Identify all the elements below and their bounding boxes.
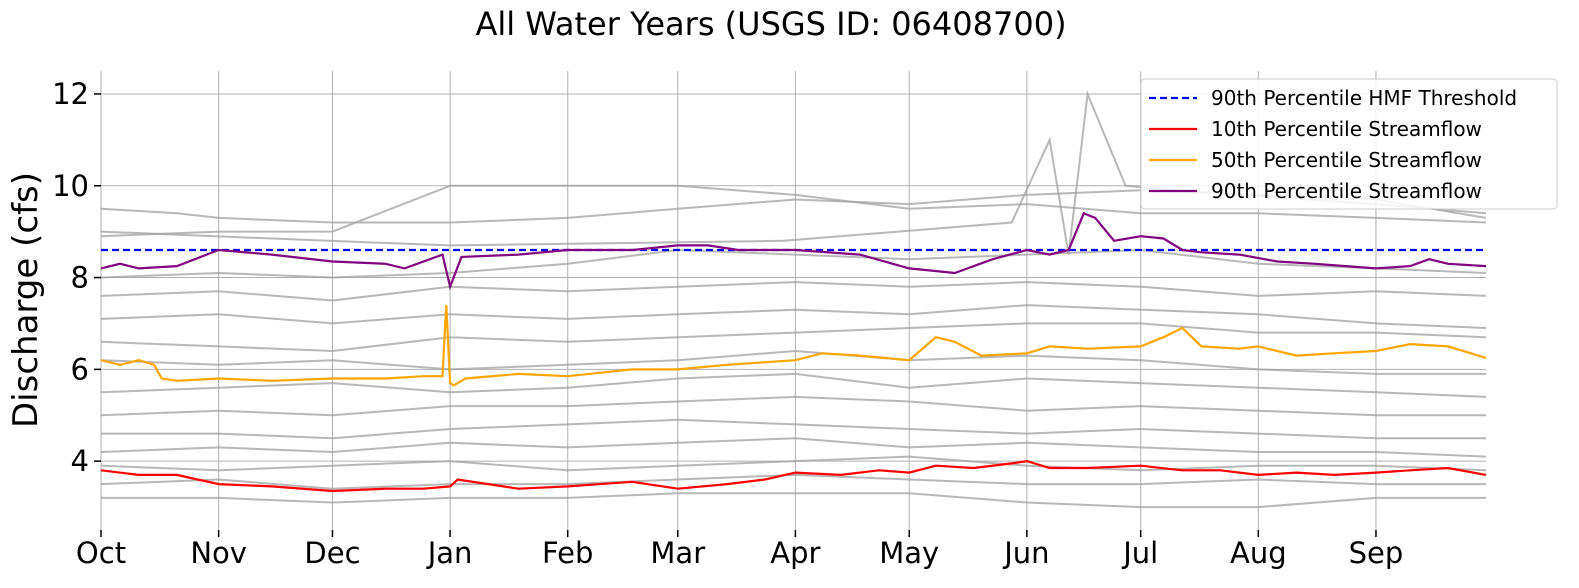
water-year-line [100,395,1486,417]
x-tick-label: Aug [1230,536,1287,570]
y-tick-label: 8 [71,261,89,295]
x-tick-label: Jan [426,536,473,570]
x-tick-label: Apr [770,536,820,570]
x-tick-label: Mar [650,536,705,570]
legend-label: 90th Percentile HMF Threshold [1211,86,1517,110]
y-tick-label: 4 [71,444,89,478]
axis-ticks: 4 6 8 10 12 Oct Nov Dec Jan Feb Mar Apr May Jun Jul Aug… [52,77,1403,570]
legend: 90th Percentile HMF Threshold 10th Percen… [1140,78,1558,210]
water-year-line [101,492,1486,509]
water-year-line [100,281,1487,302]
water-year-line [100,349,1486,375]
water-year-line [100,304,1487,329]
water-year-line [100,437,1487,458]
legend-box [1140,78,1558,210]
water-year-line [100,322,1487,353]
chart-title: All Water Years (USGS ID: 06408700) [475,5,1066,43]
water-year-line [100,473,1486,490]
water-year-line [100,455,1487,472]
x-tick-label: Jun [1002,536,1049,570]
x-tick-label: Feb [542,536,593,570]
y-tick-label: 6 [71,352,89,386]
y-tick-label: 10 [52,169,89,203]
x-tick-label: Jul [1121,536,1158,570]
x-tick-label: Nov [190,536,247,570]
series-line [100,305,1487,387]
x-tick-label: Dec [304,536,360,570]
background-series-group [100,90,1487,509]
legend-label: 90th Percentile Streamflow [1211,179,1482,203]
series-line [100,459,1487,493]
series-line [100,211,1487,291]
water-year-line [100,372,1487,398]
water-year-line [101,418,1486,440]
x-tick-label: Oct [76,536,126,570]
water-year-line [100,248,1487,279]
x-tick-label: May [879,536,939,570]
y-axis-label: Discharge (cfs) [6,172,46,428]
water-year-line [100,184,1487,238]
series-group [100,211,1487,493]
x-tick-label: Sep [1349,536,1404,570]
legend-label: 10th Percentile Streamflow [1211,117,1482,141]
legend-label: 50th Percentile Streamflow [1211,148,1482,172]
y-tick-label: 12 [52,77,89,111]
